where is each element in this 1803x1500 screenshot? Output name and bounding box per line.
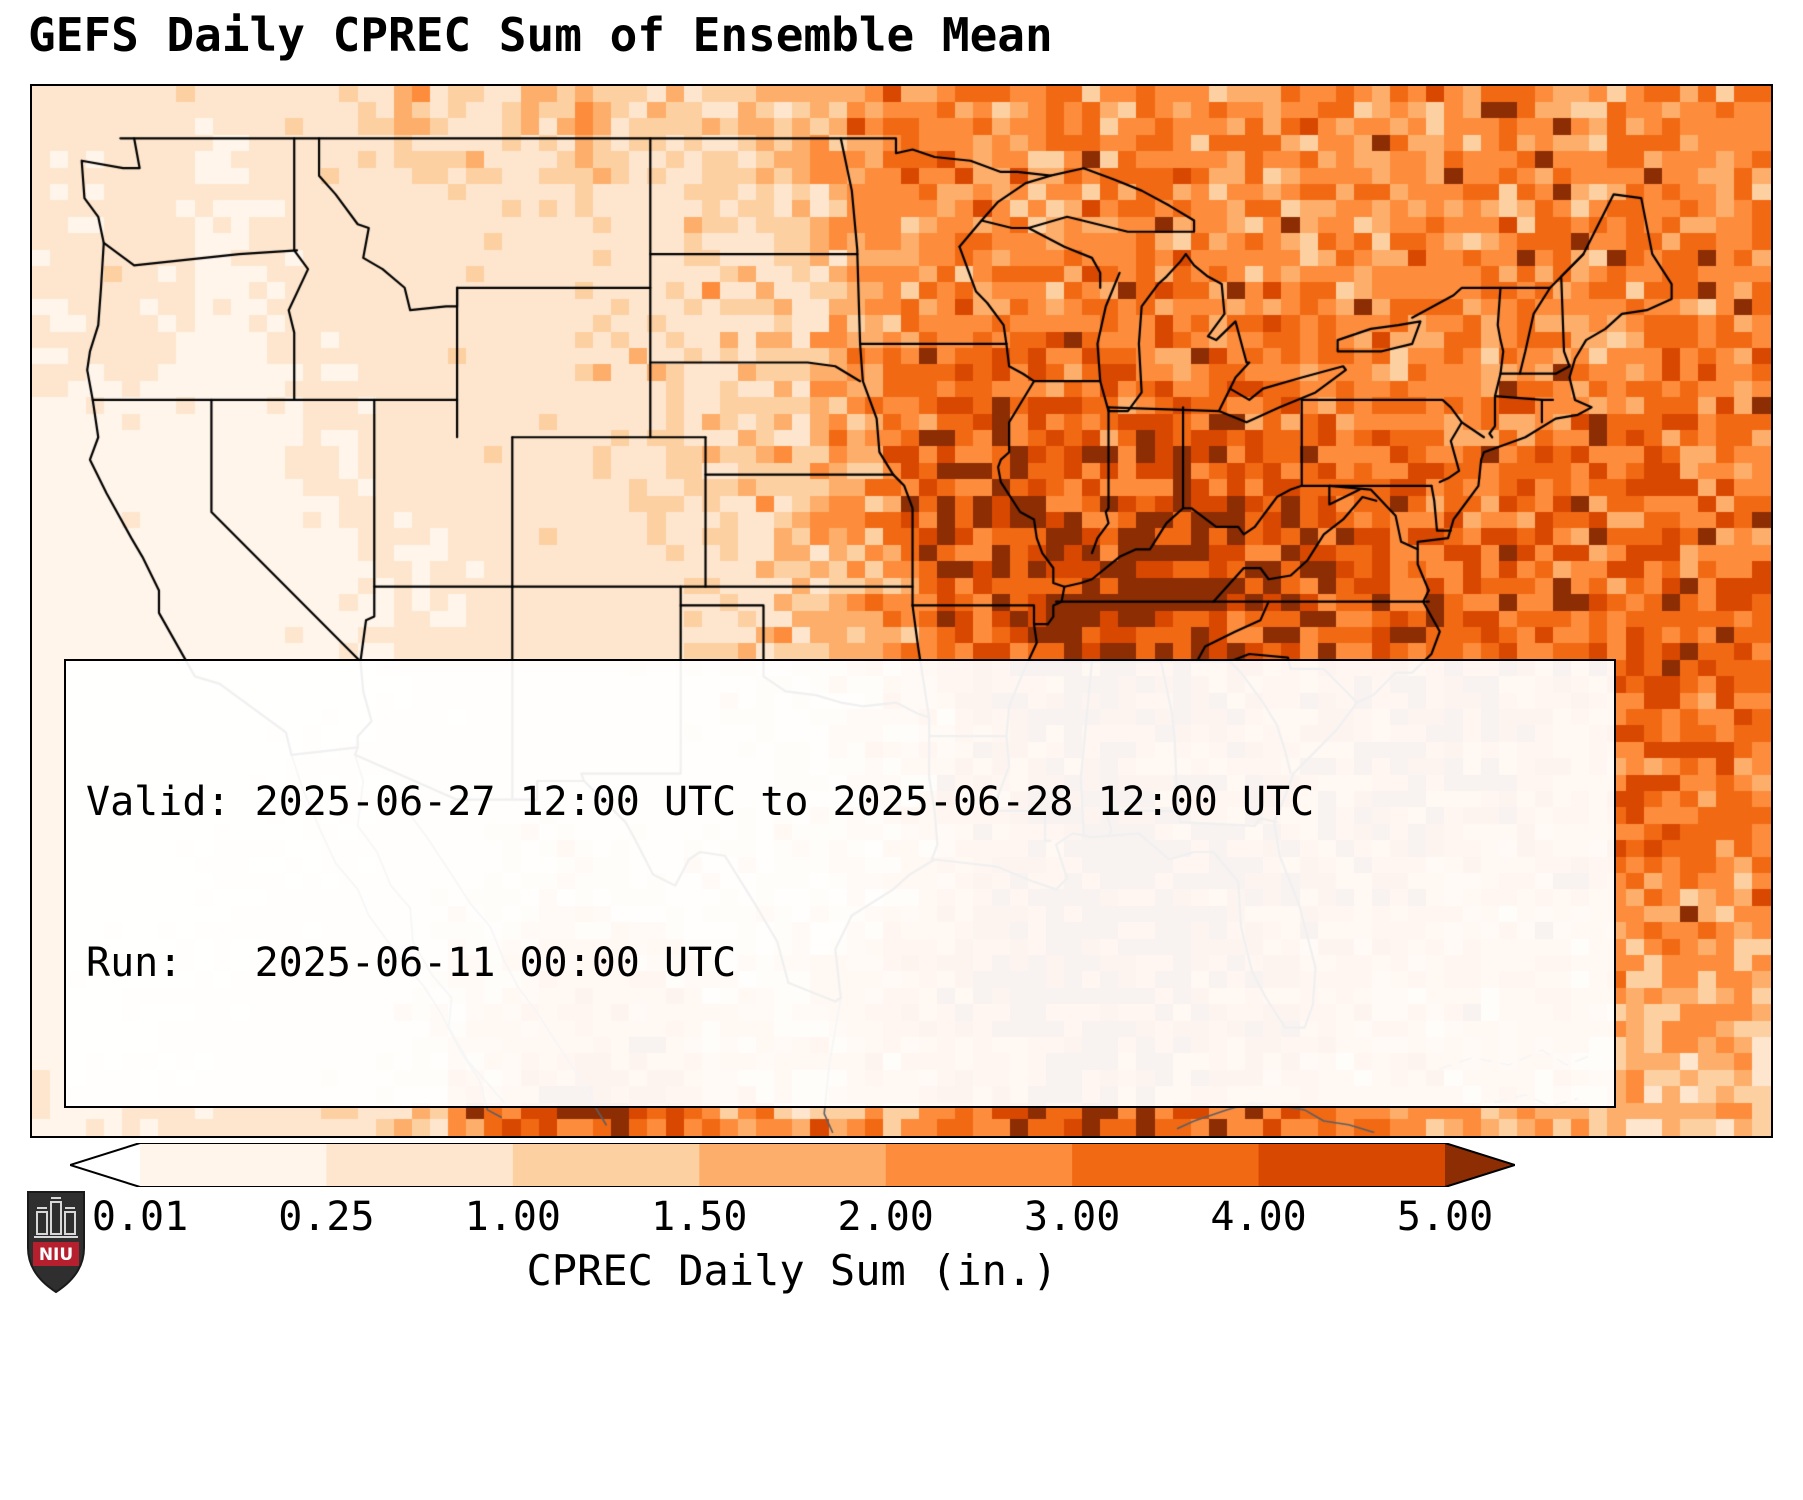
colorbar-tick-label: 2.00 xyxy=(837,1194,934,1240)
colorbar-ticks: 0.01 0.25 1.00 1.50 2.00 3.00 4.00 5.00 xyxy=(0,1194,1803,1246)
colorbar xyxy=(70,1143,1515,1187)
colorbar-label: CPREC Daily Sum (in.) xyxy=(526,1246,1058,1295)
colorbar-tick-label: 5.00 xyxy=(1396,1194,1494,1240)
page-title: GEFS Daily CPREC Sum of Ensemble Mean xyxy=(28,8,1053,62)
precip-map: Valid: 2025-06-27 12:00 UTC to 2025-06-2… xyxy=(30,84,1773,1138)
valid-run-info-box: Valid: 2025-06-27 12:00 UTC to 2025-06-2… xyxy=(64,659,1616,1108)
run-time-text: Run: 2025-06-11 00:00 UTC xyxy=(86,940,737,987)
colorbar-tick-label: 0.25 xyxy=(278,1194,375,1240)
niu-text: NIU xyxy=(39,1245,73,1265)
colorbar-segment xyxy=(699,1143,887,1187)
colorbar-tick-label: 1.50 xyxy=(651,1194,748,1240)
colorbar-segment xyxy=(512,1143,700,1187)
valid-time-text: Valid: 2025-06-27 12:00 UTC to 2025-06-2… xyxy=(86,779,1315,826)
niu-logo: NIU xyxy=(27,1191,85,1294)
colorbar-tick-label: 4.00 xyxy=(1210,1194,1307,1240)
colorbar-over-arrow xyxy=(1445,1143,1515,1187)
colorbar-tick-label: 3.00 xyxy=(1023,1194,1121,1240)
colorbar-segment xyxy=(1258,1143,1446,1187)
colorbar-segment xyxy=(140,1143,327,1187)
colorbar-segment xyxy=(1072,1143,1260,1187)
niu-castle-icon xyxy=(34,1197,78,1238)
colorbar-segment xyxy=(885,1143,1073,1187)
colorbar-under-arrow xyxy=(70,1143,140,1187)
colorbar-tick-label: 1.00 xyxy=(464,1194,562,1240)
niu-banner xyxy=(33,1242,79,1266)
colorbar-tick-label: 0.01 xyxy=(91,1194,189,1240)
colorbar-segment xyxy=(326,1143,514,1187)
